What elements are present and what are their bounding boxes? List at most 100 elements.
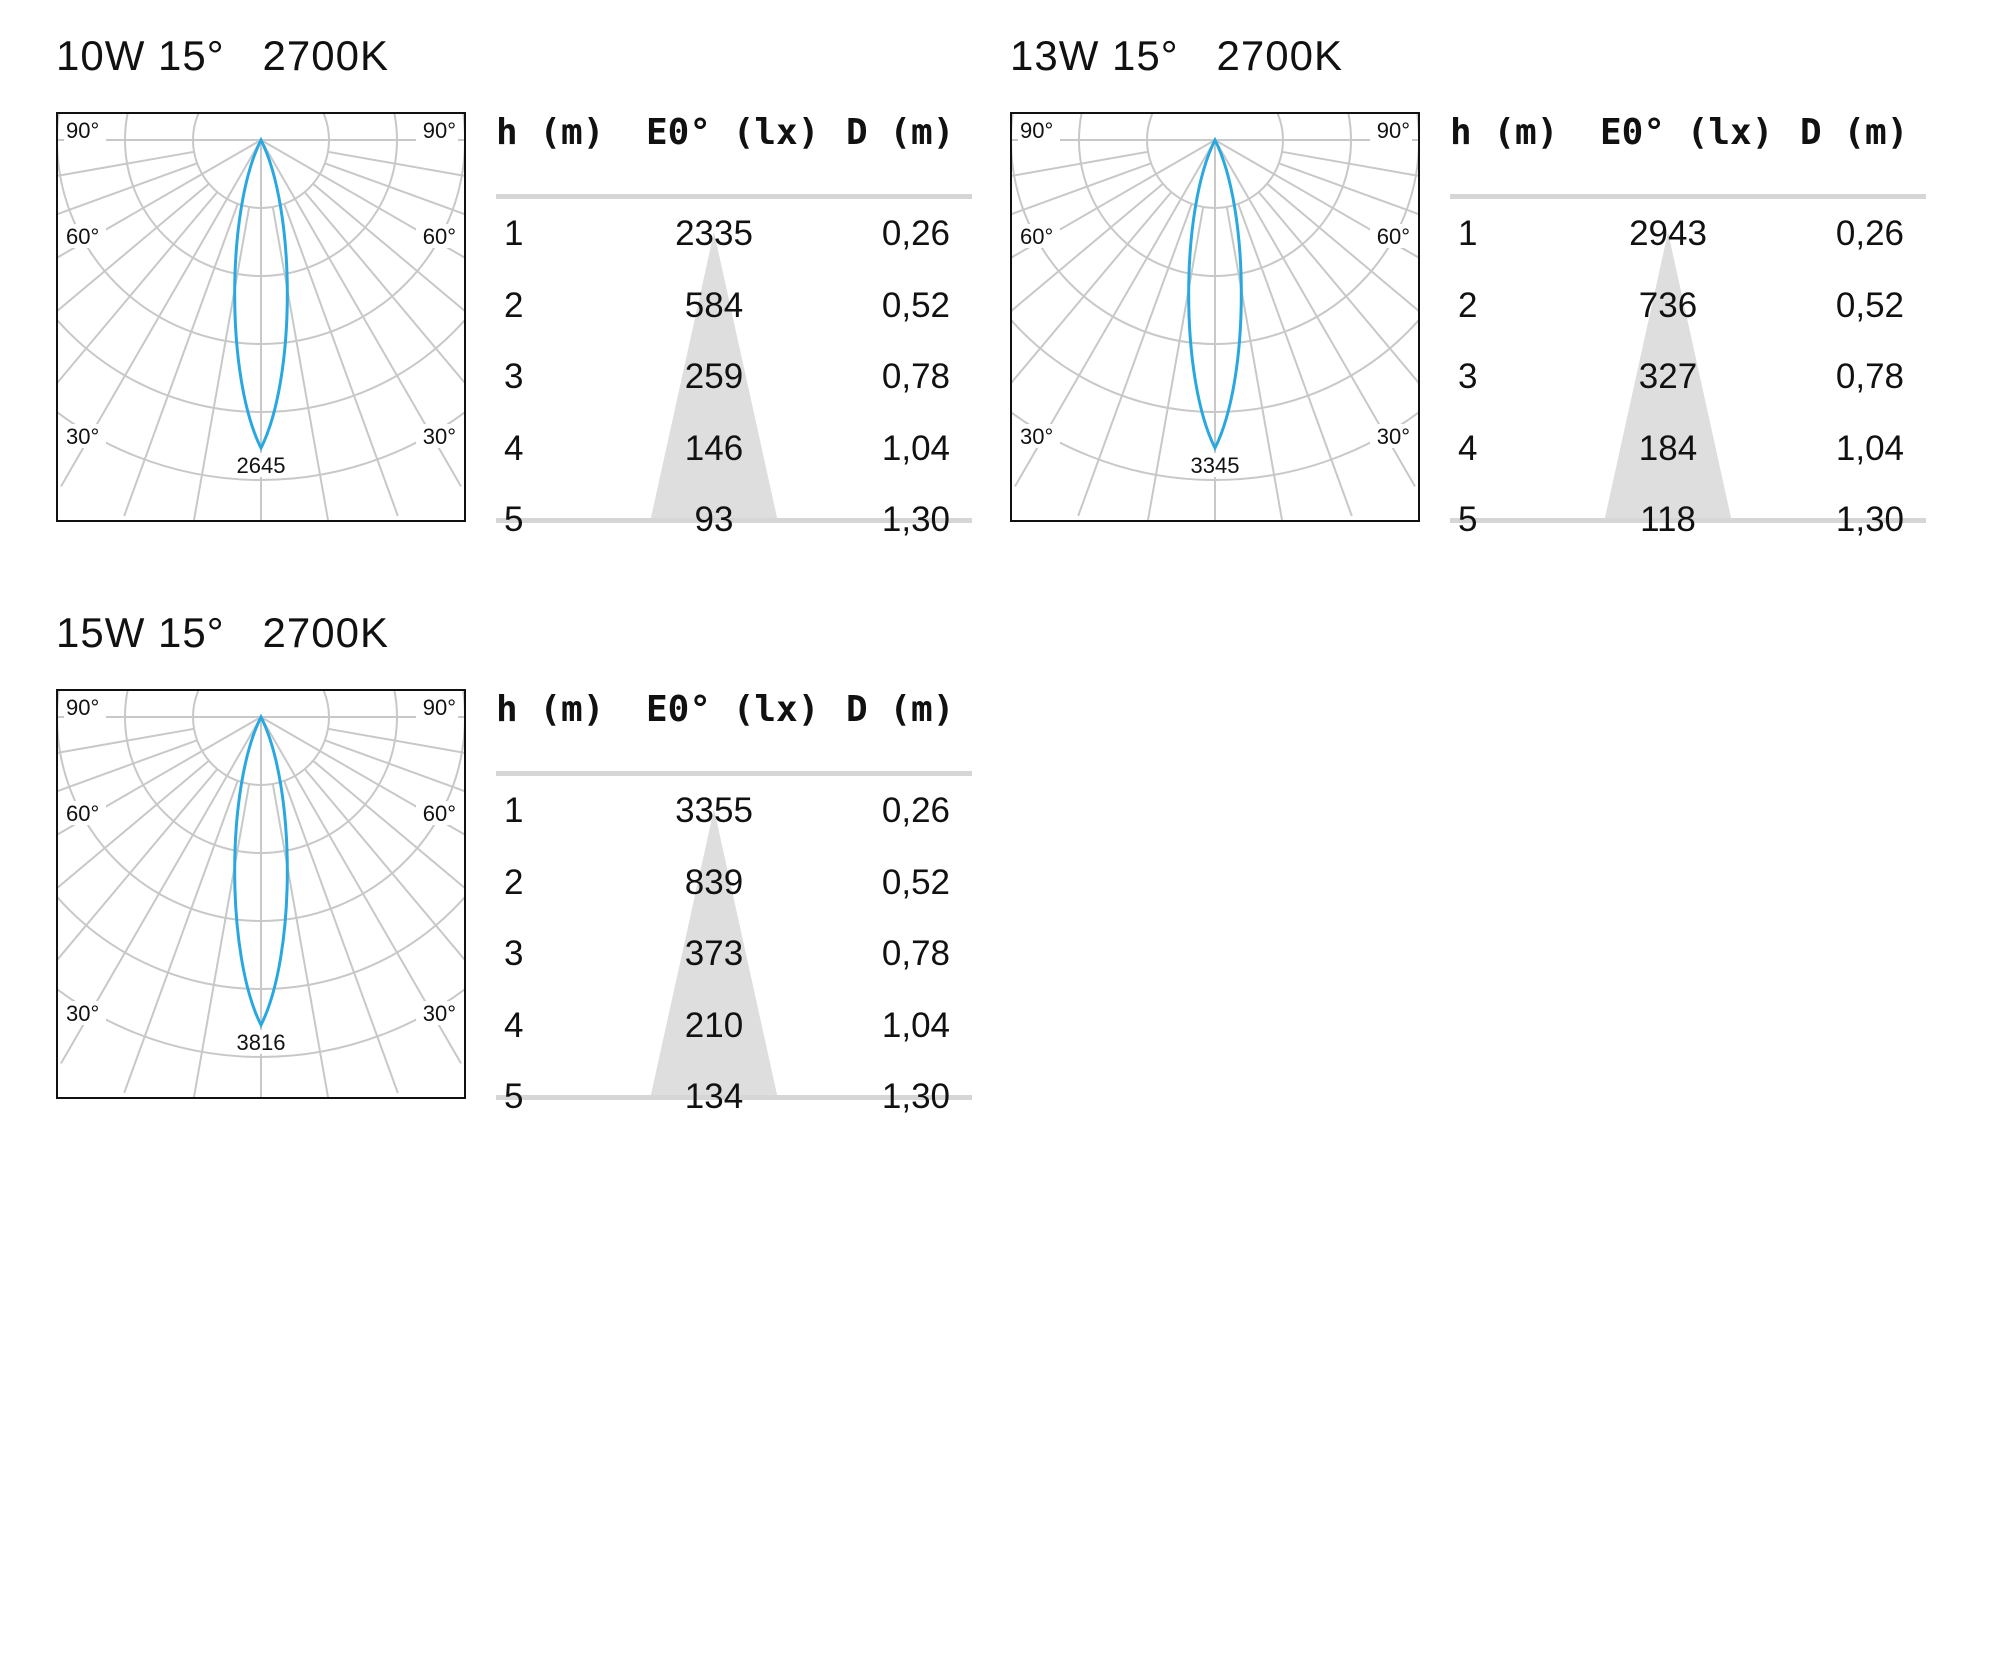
cell-height: 5 [504, 500, 524, 539]
polar-diagram: 90° 90° 60° 60° 30° 30° 3816 [56, 689, 466, 1099]
cell-height: 2 [504, 285, 524, 325]
bottom-rule [1450, 518, 1926, 523]
cell-height: 5 [504, 1077, 524, 1116]
cell-height: 4 [1458, 428, 1478, 468]
cell-diameter: 0,52 [881, 285, 950, 325]
polar-frame [56, 112, 466, 522]
polar-spoke [123, 203, 239, 517]
polar-spoke [1012, 162, 1152, 215]
polar-spoke [58, 727, 195, 754]
polar-diagram: 90° 90° 60° 60° 30° 30° 2645 [56, 112, 466, 522]
polar-spoke [324, 739, 464, 792]
cell-height: 1 [504, 791, 524, 830]
polar-spoke [312, 759, 464, 889]
light-cone [650, 232, 778, 522]
cell-height: 2 [1458, 285, 1478, 325]
col-header-height: h (m) [496, 689, 605, 730]
angle-label-30-left: 30° [66, 1001, 99, 1026]
cell-diameter: 1,04 [881, 1005, 950, 1045]
cell-height: 3 [504, 934, 524, 973]
cell-height: 3 [504, 357, 524, 396]
polar-spoke [58, 191, 219, 384]
polar-svg: 90° 90° 60° 60° 30° 30° 2645 [56, 112, 466, 522]
polar-spoke [303, 191, 464, 384]
cell-diameter: 0,26 [881, 791, 950, 830]
cell-illuminance: 2335 [675, 214, 753, 253]
polar-svg: 90° 90° 60° 60° 30° 30° 3816 [56, 689, 466, 1099]
light-cone [650, 809, 778, 1099]
angle-label-30-right: 30° [423, 1001, 456, 1026]
polar-spoke [58, 150, 195, 177]
polar-spoke [192, 783, 251, 1097]
photometric-table: h (m) E0° (lx) D (m) 1 3355 0,26 2 839 0,52 3 373 0… [496, 681, 972, 1116]
polar-spoke [1257, 191, 1418, 384]
header-rule [496, 771, 972, 776]
angle-label-90-right: 90° [1377, 118, 1410, 143]
light-cone [1604, 232, 1732, 522]
photometric-table: h (m) E0° (lx) D (m) 1 2335 0,26 2 584 0,52 3 259 0… [496, 104, 972, 539]
polar-spoke [58, 759, 210, 889]
angle-label-90-left: 90° [66, 118, 99, 143]
polar-spoke [312, 182, 464, 312]
polar-spoke [1012, 182, 1164, 312]
polar-spoke [58, 768, 219, 961]
angle-label-60-right: 60° [423, 224, 456, 249]
peak-intensity-label: 3345 [1191, 453, 1240, 478]
cell-diameter: 1,04 [881, 428, 950, 468]
cell-illuminance: 584 [684, 285, 744, 325]
header-rule [496, 194, 972, 199]
polar-frame [56, 689, 466, 1099]
col-header-illuminance: E0° (lx) [646, 112, 820, 153]
cell-diameter: 0,78 [1835, 357, 1904, 396]
panel-title: 15W 15° 2700K [56, 609, 389, 656]
header-rule [1450, 194, 1926, 199]
polar-spoke [1281, 150, 1418, 177]
cell-illuminance: 184 [1638, 428, 1698, 468]
photometric-panel-10w: 10W 15° 2700K 90° 90° 60° 60° 30° 30° 2645 h (… [56, 32, 996, 552]
bottom-rule [496, 518, 972, 523]
cell-illuminance: 373 [684, 934, 744, 973]
table-graphics [496, 771, 972, 1100]
cell-illuminance: 2943 [1629, 214, 1707, 253]
photometric-table: h (m) E0° (lx) D (m) 1 2943 0,26 2 736 0,52 3 327 0… [1450, 104, 1926, 539]
angle-label-90-right: 90° [423, 118, 456, 143]
cell-height: 1 [1458, 214, 1478, 253]
cell-illuminance: 736 [1638, 285, 1698, 325]
bottom-rule [496, 1095, 972, 1100]
cell-illuminance: 259 [684, 357, 744, 396]
polar-spoke [324, 162, 464, 215]
polar-spoke [58, 182, 210, 312]
beam-curve [233, 136, 289, 452]
cell-diameter: 0,26 [881, 214, 950, 253]
cell-diameter: 1,04 [1835, 428, 1904, 468]
table-graphics [496, 194, 972, 523]
peak-intensity-label: 3816 [237, 1030, 286, 1055]
col-header-illuminance: E0° (lx) [1600, 112, 1774, 153]
cell-illuminance: 3355 [675, 791, 753, 830]
col-header-illuminance: E0° (lx) [646, 689, 820, 730]
polar-spoke [58, 739, 198, 792]
panel-title: 13W 15° 2700K [1010, 32, 1343, 79]
polar-spoke [1077, 203, 1193, 517]
polar-spoke [1012, 150, 1149, 177]
polar-svg: 90° 90° 60° 60° 30° 30° 3345 [1010, 112, 1420, 522]
cell-height: 4 [504, 428, 524, 468]
cell-height: 2 [504, 862, 524, 902]
cell-illuminance: 93 [694, 500, 734, 539]
cell-illuminance: 134 [684, 1077, 744, 1116]
angle-label-30-right: 30° [1377, 424, 1410, 449]
cell-height: 5 [1458, 500, 1478, 539]
col-header-height: h (m) [1450, 112, 1559, 153]
angle-label-30-left: 30° [66, 424, 99, 449]
polar-frame [1010, 112, 1420, 522]
beam-curve [233, 713, 289, 1029]
cell-diameter: 0,52 [1835, 285, 1904, 325]
angle-label-60-left: 60° [1020, 224, 1053, 249]
polar-spoke [123, 780, 239, 1094]
polar-spoke [271, 206, 330, 520]
polar-spoke [283, 203, 399, 517]
angle-label-90-left: 90° [1020, 118, 1053, 143]
cell-diameter: 0,78 [881, 934, 950, 973]
angle-label-30-right: 30° [423, 424, 456, 449]
polar-spoke [327, 727, 464, 754]
